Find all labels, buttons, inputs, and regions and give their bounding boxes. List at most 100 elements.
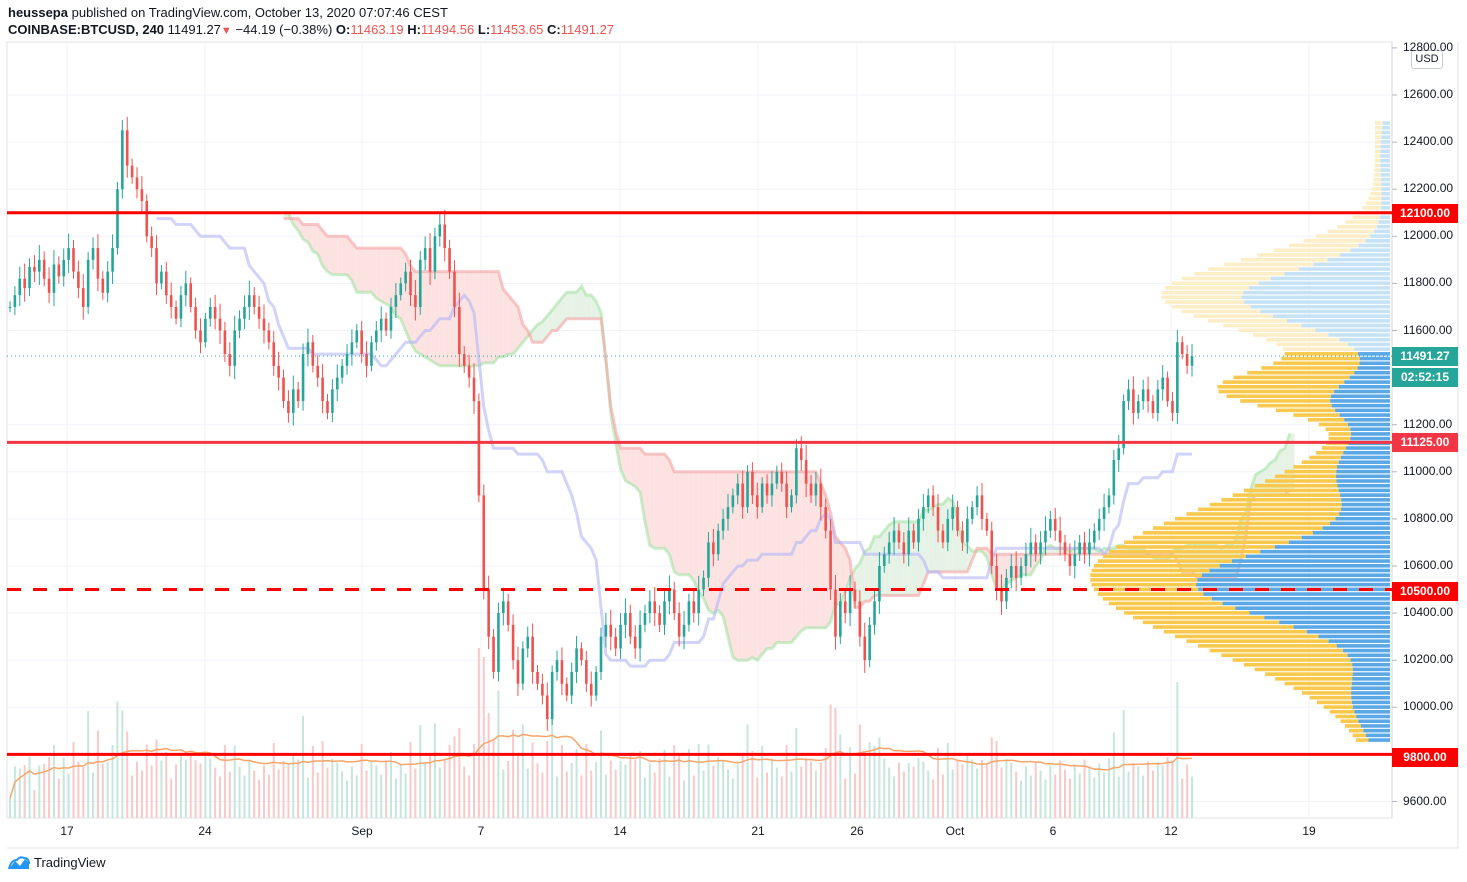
candle-body <box>843 601 847 614</box>
volume-profile-bar <box>1328 432 1352 436</box>
volume-bar <box>585 744 588 818</box>
volume-profile-bar <box>1231 559 1390 563</box>
volume-bar <box>199 763 202 818</box>
volume-profile-bar <box>1345 220 1379 224</box>
volume-profile-bar <box>1201 573 1390 578</box>
time-tick: 7 <box>477 824 485 838</box>
volume-profile-bar <box>1303 239 1366 243</box>
time-tick: 19 <box>1302 824 1316 838</box>
candle-body <box>653 601 657 614</box>
candle-body <box>648 601 652 614</box>
volume-profile-bar <box>1198 507 1342 512</box>
candle-body <box>995 566 998 590</box>
volume-bar <box>922 761 925 818</box>
volume-profile-bar <box>1133 615 1265 620</box>
volume-profile-bar <box>1381 196 1390 201</box>
time-tick: 26 <box>850 824 864 838</box>
candle-body <box>873 601 876 625</box>
volume-bar <box>1142 775 1145 818</box>
candle-body <box>760 483 764 508</box>
volume-profile-bar <box>1341 498 1390 502</box>
tradingview-cloud-icon <box>8 855 30 869</box>
publisher-name[interactable]: heussepa <box>8 5 68 20</box>
candle-body <box>67 248 70 260</box>
volume-profile-bar <box>1338 460 1390 464</box>
volume-bar <box>277 769 280 818</box>
volume-bar <box>766 772 769 818</box>
volume-profile-bar <box>1175 634 1319 639</box>
candle-body <box>707 542 710 578</box>
volume-profile-bar <box>1153 526 1323 530</box>
volume-bar <box>121 710 124 818</box>
candle-body <box>150 236 153 249</box>
candle-body <box>1112 460 1116 496</box>
volume-bar <box>785 745 788 818</box>
candle-body <box>375 330 378 343</box>
candle-body <box>1068 554 1072 566</box>
volume-profile-bar <box>1194 271 1285 276</box>
candle-body <box>980 495 984 519</box>
volume-profile-bar <box>1325 427 1351 432</box>
volume-profile-bar <box>1340 455 1390 460</box>
publish-info: heussepa published on TradingView.com, O… <box>8 5 448 20</box>
volume-bar <box>863 751 866 818</box>
volume-profile-bar <box>1265 672 1353 676</box>
ichimoku-cloud <box>1231 539 1236 578</box>
volume-profile-bar <box>1339 413 1390 417</box>
volume-bar <box>18 768 21 818</box>
ichimoku-cloud <box>806 471 812 628</box>
ichimoku-cloud <box>386 248 391 307</box>
candle-body <box>926 495 930 508</box>
volume-profile-bar <box>1344 380 1390 384</box>
volume-bar <box>643 777 646 818</box>
volume-profile-bar <box>1116 606 1236 610</box>
candle-body <box>111 248 114 272</box>
volume-bar <box>92 772 95 818</box>
volume-profile-bar <box>1301 460 1339 464</box>
symbol-name[interactable]: COINBASE:BTCUSD, 240 <box>8 22 165 37</box>
volume-bar <box>267 774 270 818</box>
volume-bar <box>1005 759 1008 818</box>
volume-bar <box>507 761 510 818</box>
candle-body <box>345 354 349 366</box>
candle-body <box>765 483 769 496</box>
volume-bar <box>1112 732 1115 818</box>
volume-profile-bar <box>1217 385 1339 389</box>
volume-bar <box>521 724 524 818</box>
volume-profile-bar <box>1374 154 1381 158</box>
volume-bar <box>541 772 544 818</box>
price-tick: 12000.00 <box>1403 228 1454 243</box>
volume-bar <box>238 766 241 818</box>
volume-profile-bar <box>1275 677 1353 681</box>
currency-button[interactable]: USD <box>1411 50 1443 69</box>
volume-profile-bar <box>1261 366 1358 370</box>
volume-profile-bar <box>1350 658 1390 662</box>
ichimoku-cloud <box>767 471 772 649</box>
tradingview-logo[interactable]: TradingView <box>8 855 106 870</box>
volume-profile-bar <box>1161 295 1242 300</box>
volume-profile-bar <box>1374 121 1383 125</box>
volume-profile-bar <box>1351 686 1390 691</box>
volume-bar <box>990 737 993 818</box>
candle-body <box>961 530 964 543</box>
volume-bar <box>52 745 55 818</box>
candle-body <box>941 530 945 543</box>
volume-profile-bar <box>1334 389 1390 394</box>
candle-body <box>741 483 744 508</box>
volume-profile-bar <box>1327 229 1375 234</box>
candle-body <box>57 264 61 277</box>
volume-profile-bar <box>1243 290 1390 295</box>
candle-body <box>1024 554 1028 566</box>
volume-profile-bar <box>1381 191 1390 196</box>
candle-body <box>624 613 627 625</box>
candle-body <box>169 295 173 307</box>
ichimoku-cloud <box>342 236 348 275</box>
candle-body <box>755 495 759 508</box>
candle-body <box>643 613 647 625</box>
volume-bar <box>873 746 876 818</box>
volume-bar <box>82 767 85 818</box>
volume-profile-bar <box>1374 130 1382 135</box>
brand-name: TradingView <box>34 855 106 870</box>
volume-profile-bar <box>1315 328 1390 333</box>
